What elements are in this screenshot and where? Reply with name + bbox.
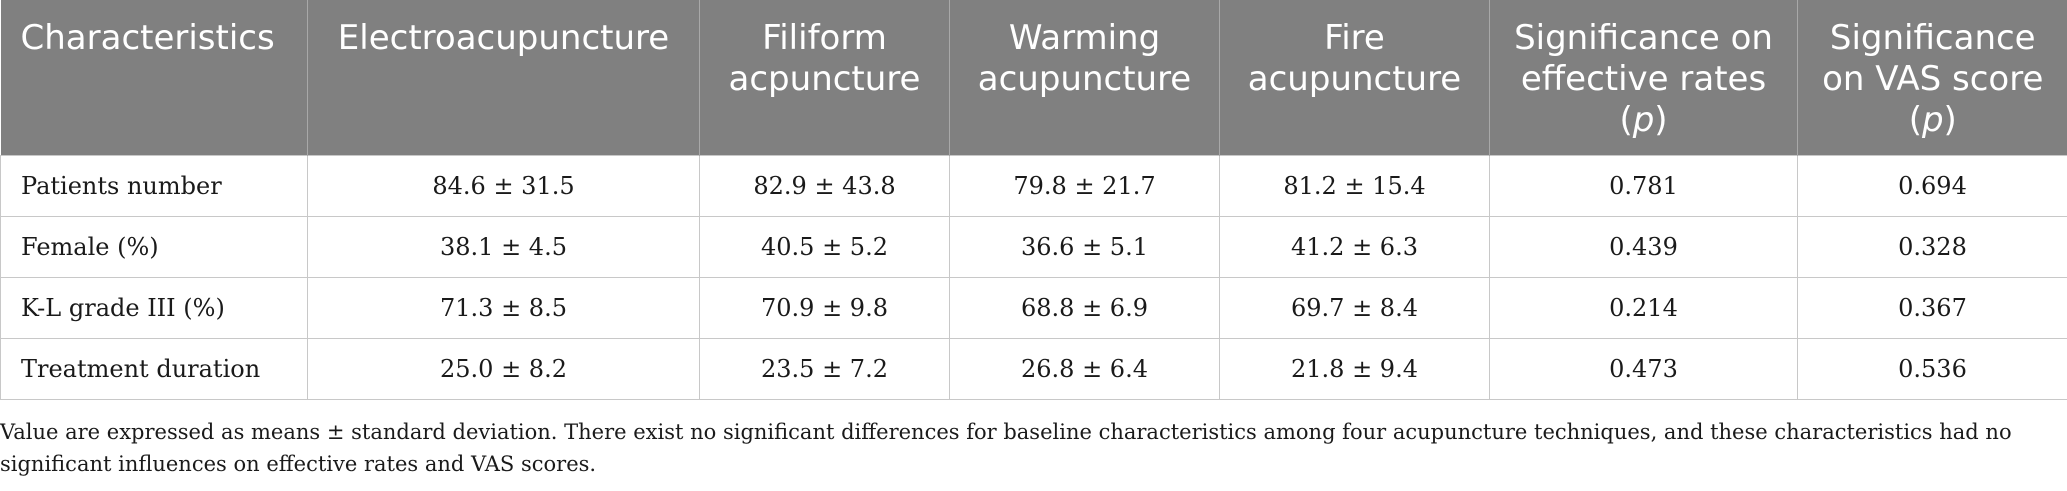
table-cell: 0.694 xyxy=(1797,154,2067,217)
table-row: Treatment duration 25.0 ± 8.2 23.5 ± 7.2… xyxy=(0,337,2067,400)
table-cell: 0.536 xyxy=(1797,337,2067,400)
table-cell: 0.214 xyxy=(1489,276,1798,339)
table-cell: 0.439 xyxy=(1489,215,1798,278)
header-filiform-acupuncture: Filiform acpuncture xyxy=(699,0,950,155)
characteristics-table-container: Characteristics Electroacupuncture Filif… xyxy=(0,0,2067,400)
table-row: Patients number 84.6 ± 31.5 82.9 ± 43.8 … xyxy=(0,154,2067,217)
header-row: Characteristics Electroacupuncture Filif… xyxy=(0,0,2067,155)
table-header: Characteristics Electroacupuncture Filif… xyxy=(0,0,2067,155)
table-cell: 0.328 xyxy=(1797,215,2067,278)
table-cell: 70.9 ± 9.8 xyxy=(699,276,950,339)
header-characteristics: Characteristics xyxy=(0,0,308,155)
table-cell: 0.473 xyxy=(1489,337,1798,400)
header-warming-acupuncture: Warming acupuncture xyxy=(949,0,1220,155)
table-row: Female (%) 38.1 ± 4.5 40.5 ± 5.2 36.6 ± … xyxy=(0,215,2067,278)
table-cell: 36.6 ± 5.1 xyxy=(949,215,1220,278)
table-cell: 21.8 ± 9.4 xyxy=(1219,337,1490,400)
row-label: K-L grade III (%) xyxy=(0,276,308,339)
table-cell: 41.2 ± 6.3 xyxy=(1219,215,1490,278)
header-significance-vas-score: Significance on VAS score (p) xyxy=(1797,0,2067,155)
table-cell: 81.2 ± 15.4 xyxy=(1219,154,1490,217)
table-cell: 84.6 ± 31.5 xyxy=(307,154,700,217)
table-row: K-L grade III (%) 71.3 ± 8.5 70.9 ± 9.8 … xyxy=(0,276,2067,339)
table-cell: 82.9 ± 43.8 xyxy=(699,154,950,217)
table-cell: 23.5 ± 7.2 xyxy=(699,337,950,400)
table-cell: 40.5 ± 5.2 xyxy=(699,215,950,278)
table-cell: 79.8 ± 21.7 xyxy=(949,154,1220,217)
row-label: Female (%) xyxy=(0,215,308,278)
table-body: Patients number 84.6 ± 31.5 82.9 ± 43.8 … xyxy=(0,154,2067,400)
table-cell: 25.0 ± 8.2 xyxy=(307,337,700,400)
table-cell: 69.7 ± 8.4 xyxy=(1219,276,1490,339)
characteristics-table: Characteristics Electroacupuncture Filif… xyxy=(0,0,2067,400)
table-cell: 0.781 xyxy=(1489,154,1798,217)
row-label: Treatment duration xyxy=(0,337,308,400)
header-fire-acupuncture: Fire acupuncture xyxy=(1219,0,1490,155)
table-footnote: Value are expressed as means ± standard … xyxy=(0,420,2012,476)
table-cell: 26.8 ± 6.4 xyxy=(949,337,1220,400)
table-cell: 68.8 ± 6.9 xyxy=(949,276,1220,339)
p-value-symbol: p xyxy=(1632,100,1655,140)
row-label: Patients number xyxy=(0,154,308,217)
table-cell: 38.1 ± 4.5 xyxy=(307,215,700,278)
header-significance-effective-rates: Significance on effective rates (p) xyxy=(1489,0,1798,155)
p-value-symbol: p xyxy=(1921,100,1944,140)
table-cell: 0.367 xyxy=(1797,276,2067,339)
header-electroacupuncture: Electroacupuncture xyxy=(307,0,700,155)
table-cell: 71.3 ± 8.5 xyxy=(307,276,700,339)
